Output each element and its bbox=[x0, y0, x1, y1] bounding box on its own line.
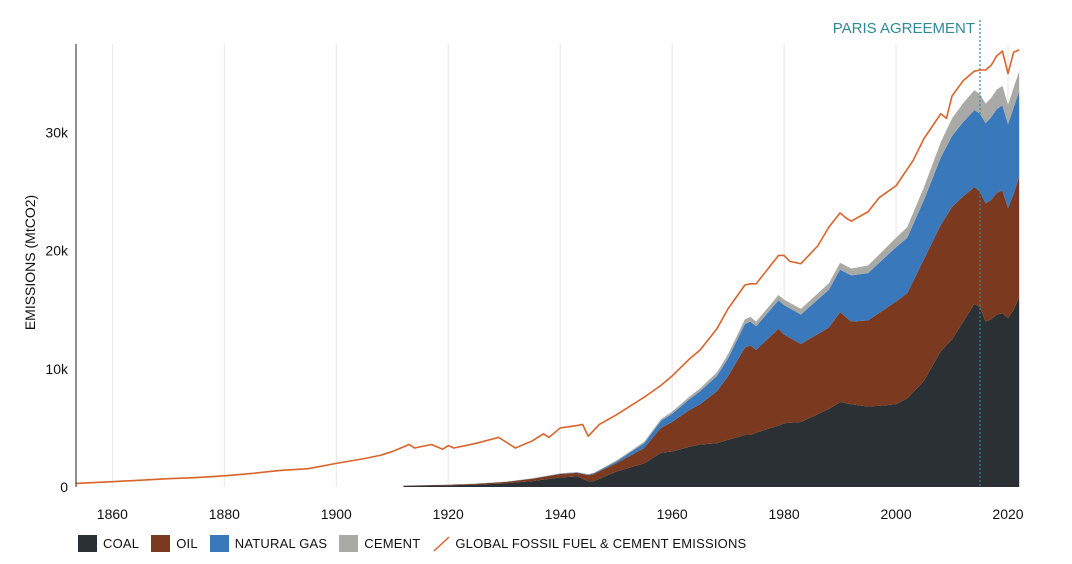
legend-label-natural-gas: NATURAL GAS bbox=[234, 536, 328, 551]
paris-agreement-label: PARIS AGREEMENT bbox=[833, 20, 975, 37]
legend-item-coal: COAL bbox=[78, 535, 139, 552]
legend-swatch-coal bbox=[78, 535, 97, 552]
legend-label-total: GLOBAL FOSSIL FUEL & CEMENT EMISSIONS bbox=[455, 536, 747, 551]
y-axis-title: EMISSIONS (MtCO2) bbox=[22, 195, 38, 330]
legend-swatch-cement bbox=[339, 535, 359, 552]
x-tick-label-1880: 1880 bbox=[209, 506, 240, 522]
y-tick-label-30k: 30k bbox=[45, 125, 69, 141]
area-oil bbox=[403, 176, 1020, 486]
x-tick-label-2000: 2000 bbox=[880, 506, 911, 522]
legend-swatch-natural-gas bbox=[209, 535, 229, 552]
x-tick-label-1900: 1900 bbox=[321, 506, 352, 522]
y-axis-ticks: 0 10k 20k 30k bbox=[45, 125, 69, 495]
legend: COAL OIL NATURAL GAS CEMENT GLOBAL FOSSI… bbox=[78, 535, 758, 552]
area-natural-gas bbox=[403, 91, 1020, 486]
area-coal bbox=[403, 296, 1020, 487]
legend-swatch-oil bbox=[151, 535, 171, 552]
legend-item-cement: CEMENT bbox=[339, 535, 420, 552]
y-tick-label-10k: 10k bbox=[45, 361, 69, 377]
x-axis-ticks: 1860 1880 1900 1920 1940 1960 1980 2000 2020 bbox=[97, 506, 1024, 522]
y-tick-label-20k: 20k bbox=[45, 243, 69, 259]
x-tick-label-1920: 1920 bbox=[433, 506, 464, 522]
area-cement bbox=[403, 71, 1020, 486]
legend-item-total: GLOBAL FOSSIL FUEL & CEMENT EMISSIONS bbox=[432, 535, 746, 552]
legend-label-cement: CEMENT bbox=[364, 536, 421, 551]
legend-label-coal: COAL bbox=[103, 536, 140, 551]
legend-item-oil: OIL bbox=[151, 535, 198, 552]
x-tick-label-1940: 1940 bbox=[545, 506, 576, 522]
total-emissions-line bbox=[75, 49, 1020, 485]
x-tick-label-2020: 2020 bbox=[992, 506, 1023, 522]
y-tick-label-0: 0 bbox=[60, 479, 68, 495]
stacked-areas bbox=[403, 71, 1020, 487]
x-tick-label-1960: 1960 bbox=[657, 506, 688, 522]
legend-item-natural-gas: NATURAL GAS bbox=[209, 535, 328, 552]
legend-swatch-total-line bbox=[433, 536, 450, 552]
x-tick-label-1860: 1860 bbox=[97, 506, 128, 522]
legend-label-oil: OIL bbox=[176, 536, 198, 551]
x-tick-label-1980: 1980 bbox=[769, 506, 800, 522]
